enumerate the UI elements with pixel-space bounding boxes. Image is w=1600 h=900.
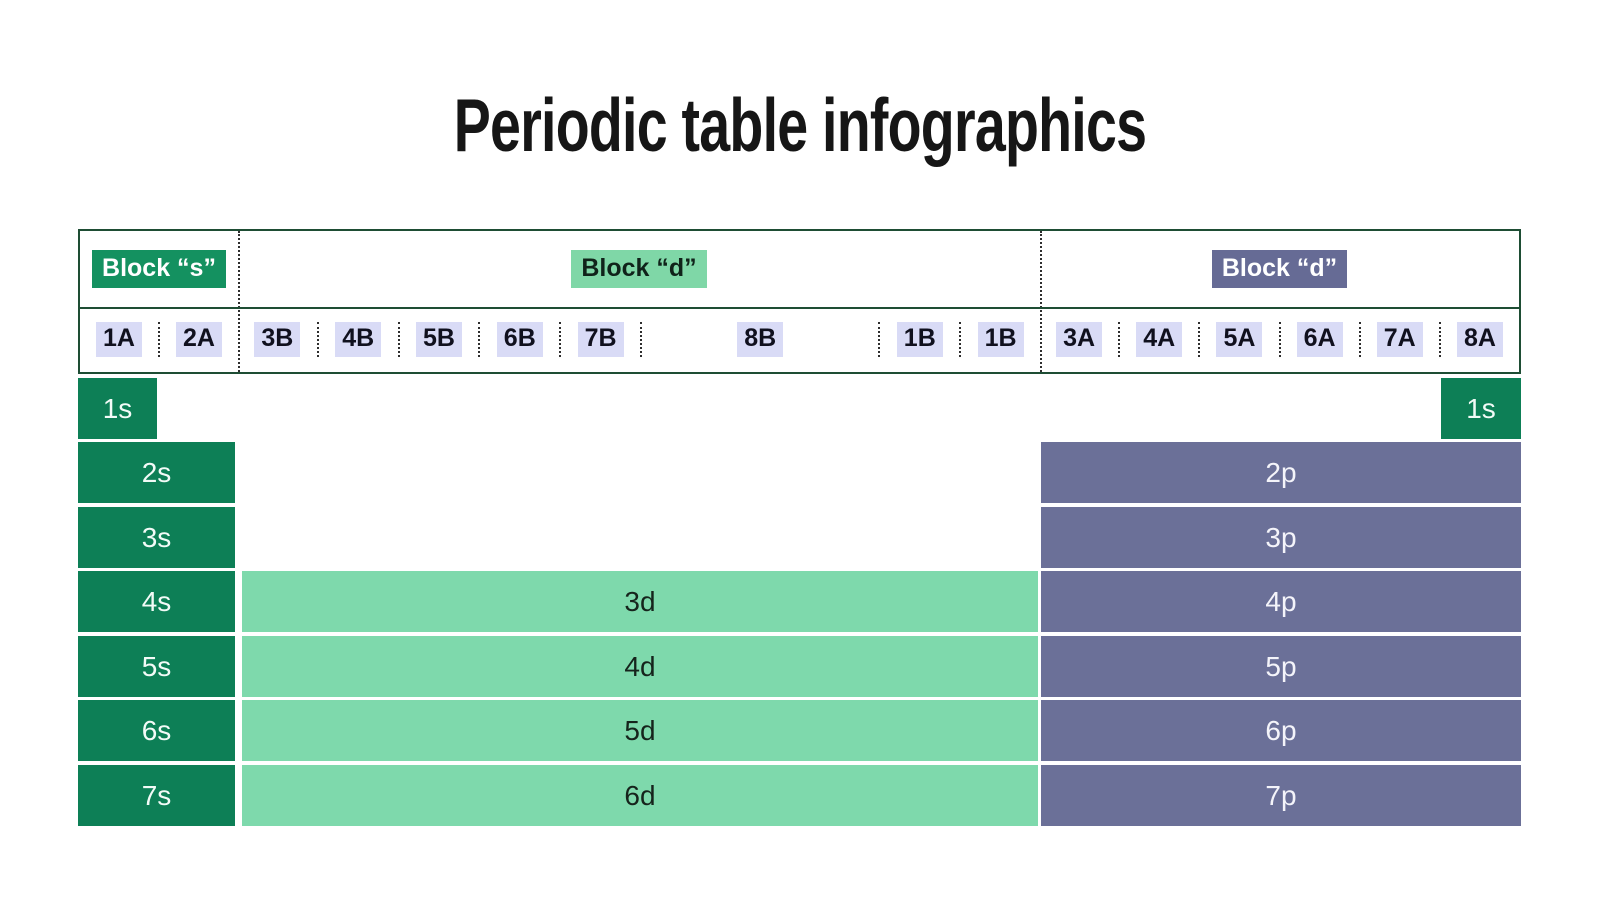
block-p-label: Block “d” [1211,250,1348,288]
cell-4p: 4p [1041,571,1521,632]
cell-5p: 5p [1041,636,1521,697]
group-col-8B: 8B [639,322,878,357]
cell-4s: 4s [78,571,235,632]
group-col-1B-first: 1B [878,322,959,357]
group-label-1B-first: 1B [896,322,943,357]
group-label-row: 1A 2A 3B 4B 5B 6B [80,309,1519,370]
group-labels-p: 3A 4A 5A 6A 7A 8A [1040,309,1519,370]
block-d-label: Block “d” [571,250,707,288]
block-label-row: Block “s” Block “d” Block “d” [80,231,1519,309]
group-label-8A: 8A [1456,322,1503,357]
group-label-8B: 8B [737,322,784,357]
group-col-8A: 8A [1438,322,1519,357]
group-labels-s: 1A 2A [80,309,238,370]
group-label-4A: 4A [1136,322,1183,357]
cell-2p: 2p [1041,442,1521,503]
group-label-5B: 5B [416,322,462,357]
block-p-section: Block “d” [1040,231,1519,307]
section-divider-s-d [238,231,240,372]
group-col-2A: 2A [158,322,238,357]
group-col-6A: 6A [1278,322,1359,357]
group-col-4A: 4A [1118,322,1198,357]
group-col-1A: 1A [80,322,158,357]
cell-3p: 3p [1041,507,1521,568]
cell-2s: 2s [78,442,235,503]
block-s-section: Block “s” [80,231,238,307]
block-d-section: Block “d” [238,231,1040,307]
cell-7p: 7p [1041,765,1521,826]
title-wrap: Periodic table infographics [208,82,1392,168]
group-col-4B: 4B [316,322,398,357]
group-labels-d: 3B 4B 5B 6B 7B 8B 1B [238,309,1040,370]
cell-6d: 6d [242,765,1038,826]
group-label-3A: 3A [1056,322,1103,357]
cell-5d: 5d [242,700,1038,761]
group-label-7A: 7A [1376,322,1423,357]
group-label-6B: 6B [496,322,543,357]
group-label-2A: 2A [176,322,222,357]
group-label-1B-second: 1B [977,322,1024,357]
group-label-4B: 4B [335,322,382,357]
group-label-7B: 7B [577,322,624,357]
page-title: Periodic table infographics [453,83,1147,167]
cell-1s-left: 1s [78,378,157,439]
group-label-3B: 3B [254,322,301,357]
cell-3d: 3d [242,571,1038,632]
group-col-3A: 3A [1040,322,1118,357]
cell-6p: 6p [1041,700,1521,761]
group-col-1B-second: 1B [959,322,1040,357]
group-label-1A: 1A [96,322,142,357]
section-divider-d-p [1040,231,1042,372]
cell-3s: 3s [78,507,235,568]
group-col-6B: 6B [478,322,559,357]
cell-1s-right: 1s [1441,378,1521,439]
group-label-5A: 5A [1216,322,1263,357]
group-col-3B: 3B [238,322,317,357]
cell-4d: 4d [242,636,1038,697]
cell-5s: 5s [78,636,235,697]
cell-6s: 6s [78,700,235,761]
group-label-6A: 6A [1296,322,1343,357]
group-col-5B: 5B [397,322,479,357]
cell-7s: 7s [78,765,235,826]
group-col-7B: 7B [559,322,640,357]
group-col-5A: 5A [1198,322,1278,357]
header-frame: Block “s” Block “d” Block “d” 1A 2A 3B [78,229,1521,374]
block-s-label: Block “s” [92,250,226,288]
group-col-7A: 7A [1358,322,1439,357]
